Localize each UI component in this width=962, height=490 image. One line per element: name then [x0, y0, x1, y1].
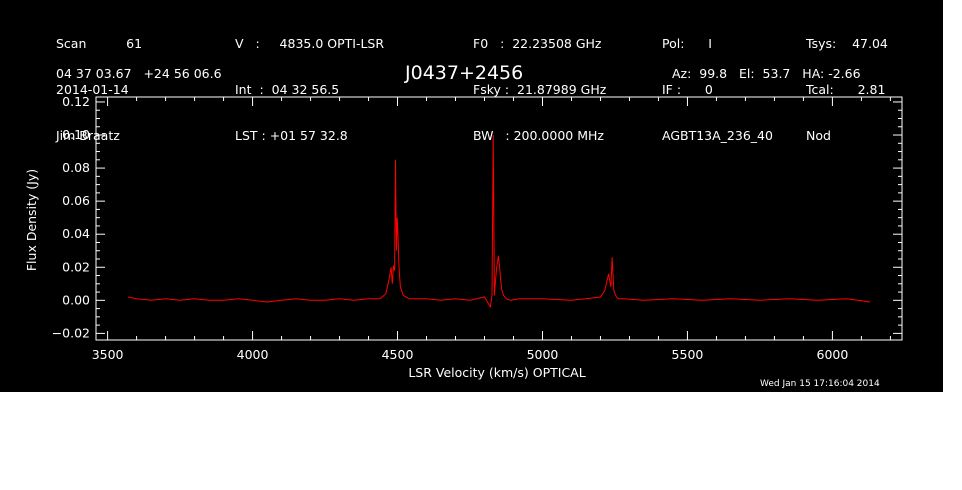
header-frequency-info: F0 : 22.23508 GHz Fsky : 21.87989 GHz BW…	[473, 6, 606, 174]
x-tick-label: 5500	[672, 347, 704, 362]
header-velocity-info: V : 4835.0 OPTI-LSR Int : 04 32 56.5 LST…	[235, 6, 384, 174]
spectrum-line	[127, 134, 871, 309]
header-system-info: Tsys: 47.04 Tcal: 2.81 Nod	[806, 6, 888, 174]
y-tick-label: 0.10	[62, 127, 90, 142]
scan-number: Scan 61	[56, 36, 143, 51]
y-tick-label: −0.02	[52, 325, 90, 340]
polarization: Pol: I	[662, 36, 712, 51]
y-tick-label: 0.02	[62, 259, 90, 274]
tsys: Tsys: 47.04	[806, 36, 888, 51]
plot-frame	[95, 96, 903, 341]
y-tick-label: 0.00	[62, 292, 90, 307]
source-coordinates: 04 37 03.67 +24 56 06.6	[56, 66, 222, 81]
procedure: Nod	[806, 128, 831, 143]
header-scan-info: Scan 61 2014-01-14 Jim Braatz	[56, 6, 142, 174]
y-tick-label: 0.06	[62, 193, 90, 208]
x-tick-label: 4500	[382, 347, 414, 362]
lst: LST : +01 57 32.8	[235, 128, 348, 143]
axis-ticks	[96, 97, 902, 340]
observation-date: 2014-01-14	[56, 82, 129, 97]
rest-frequency: F0 : 22.23508 GHz	[473, 36, 602, 51]
x-tick-label: 5000	[527, 347, 559, 362]
x-tick-label: 4000	[237, 347, 269, 362]
x-tick-label: 6000	[817, 347, 849, 362]
plot-datestamp: Wed Jan 15 17:16:04 2014	[760, 379, 880, 389]
project-id: AGBT13A_236_40	[662, 128, 773, 143]
spectrum-chart: 3500 4000 4500 5000 5500 6000 −0.02 0.00 0.02 0.0…	[24, 94, 903, 380]
source-name: J0437+2456	[405, 62, 524, 84]
velocity: V : 4835.0 OPTI-LSR	[235, 36, 385, 51]
header-polarization-info: Pol: I IF : 0 AGBT13A_236_40	[662, 6, 773, 174]
y-tick-label: 0.04	[62, 226, 90, 241]
x-axis-title: LSR Velocity (km/s) OPTICAL	[408, 365, 585, 380]
axis-tick-labels: 3500 4000 4500 5000 5500 6000 −0.02 0.00 0.02 0.0…	[52, 94, 849, 362]
tcal: Tcal: 2.81	[806, 82, 886, 97]
if-number: IF : 0	[662, 82, 713, 97]
y-tick-label: 0.12	[62, 94, 90, 109]
azimuth-elevation: Az: 99.8 El: 53.7 HA: -2.66	[672, 66, 861, 81]
bandwidth: BW : 200.0000 MHz	[473, 128, 604, 143]
integration-time: Int : 04 32 56.5	[235, 82, 340, 97]
sky-frequency: Fsky : 21.87989 GHz	[473, 82, 607, 97]
plot-panel: Scan 61 2014-01-14 Jim Braatz V : 4835.0…	[0, 0, 943, 392]
x-tick-label: 3500	[92, 347, 124, 362]
y-tick-label: 0.08	[62, 160, 90, 175]
y-axis-title: Flux Density (Jy)	[24, 169, 39, 271]
